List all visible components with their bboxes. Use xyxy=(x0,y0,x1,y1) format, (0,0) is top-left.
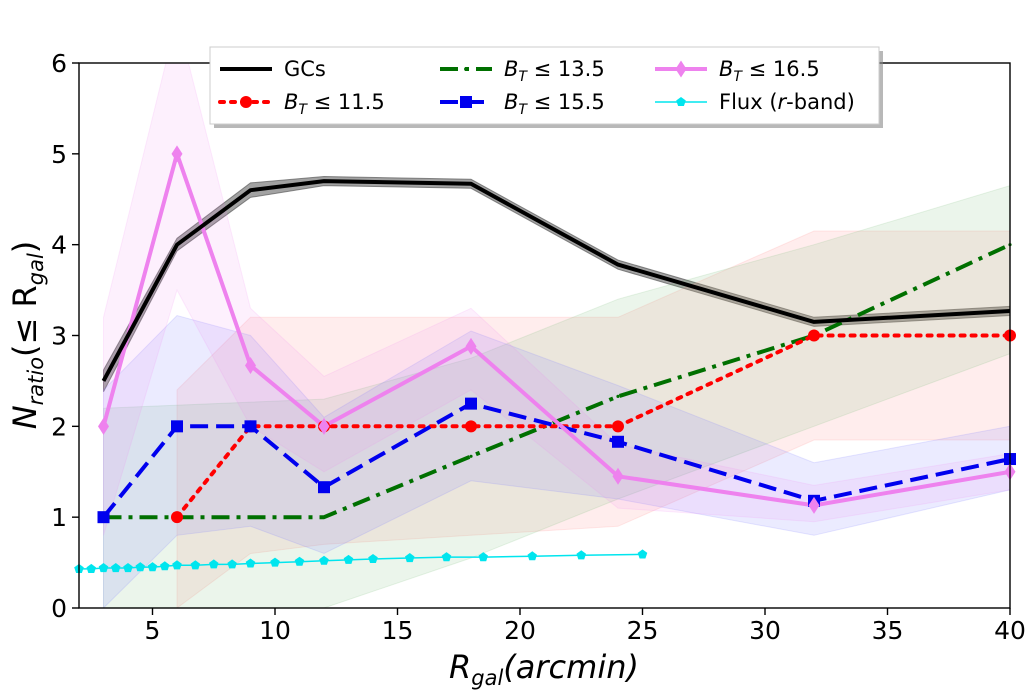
point-series-5 xyxy=(343,554,354,564)
svg-text:BT ≤ 15.5: BT ≤ 15.5 xyxy=(504,90,605,118)
legend-marker xyxy=(464,67,468,71)
point-series-5 xyxy=(190,560,201,570)
point-series-5 xyxy=(319,555,329,565)
point-series-1 xyxy=(171,511,183,524)
point-series-1 xyxy=(465,420,477,433)
series-lines xyxy=(79,151,1010,570)
point-series-5 xyxy=(478,552,488,562)
svg-text:BT ≤ 11.5: BT ≤ 11.5 xyxy=(284,90,385,118)
y-tick-label: 6 xyxy=(51,49,67,78)
y-axis-label: Nratio(≤ Rgal) xyxy=(6,241,48,430)
point-series-3 xyxy=(171,420,183,433)
point-series-5 xyxy=(270,557,280,567)
point-series-5 xyxy=(527,551,537,561)
point-series-5 xyxy=(227,559,237,569)
point-series-5 xyxy=(98,563,109,573)
point-series-5 xyxy=(160,561,170,571)
point-series-4 xyxy=(318,417,330,435)
point-series-5 xyxy=(123,563,133,573)
series-markers xyxy=(74,145,1016,573)
svg-text:BT ≤ 16.5: BT ≤ 16.5 xyxy=(719,57,820,85)
line-series-3 xyxy=(101,401,1010,519)
point-series-1 xyxy=(612,420,624,433)
point-series-5 xyxy=(209,559,219,569)
point-series-5 xyxy=(368,554,378,563)
point-series-5 xyxy=(405,553,415,563)
legend-marker xyxy=(460,96,472,108)
point-series-4 xyxy=(808,496,820,514)
point-series-5 xyxy=(111,563,121,573)
point-series-2 xyxy=(469,454,473,458)
band-series-2 xyxy=(103,185,1010,608)
point-series-5 xyxy=(172,560,182,570)
point-series-4 xyxy=(612,467,624,485)
point-series-4 xyxy=(98,417,109,435)
point-series-4 xyxy=(171,145,183,163)
x-axis: 5 10 15 20 25 30 35 40 xyxy=(145,608,1026,645)
x-tick-label: 30 xyxy=(749,616,781,645)
confidence-bands xyxy=(103,63,1010,608)
x-tick-label: 15 xyxy=(382,616,414,645)
point-series-2 xyxy=(322,515,326,519)
y-tick-label: 1 xyxy=(51,503,67,532)
y-axis: 0 1 2 3 4 5 6 xyxy=(51,49,79,623)
x-tick-label: 25 xyxy=(627,616,659,645)
band-series-3 xyxy=(103,314,1010,608)
y-tick-label: 2 xyxy=(51,412,67,441)
point-series-5 xyxy=(637,549,648,559)
line-series-4 xyxy=(101,151,1010,508)
x-tick-label: 10 xyxy=(259,616,291,645)
point-series-5 xyxy=(147,562,158,572)
legend-item-4: BT ≤ 16.5 xyxy=(655,57,820,85)
point-series-3 xyxy=(244,420,257,433)
point-series-3 xyxy=(465,397,477,410)
legend-marker xyxy=(240,96,252,108)
y-tick-label: 0 xyxy=(51,594,67,623)
svg-text:BT ≤ 13.5: BT ≤ 13.5 xyxy=(504,57,605,85)
point-series-3 xyxy=(97,511,110,524)
band-series-1 xyxy=(176,230,1010,608)
point-series-4 xyxy=(245,356,256,374)
point-series-1 xyxy=(808,329,820,342)
y-tick-label: 4 xyxy=(51,231,67,260)
legend-marker xyxy=(676,97,686,106)
point-series-4 xyxy=(465,337,477,355)
svg-text:Flux (r-band): Flux (r-band) xyxy=(719,90,855,114)
y-tick-label: 5 xyxy=(51,140,67,169)
point-series-5 xyxy=(135,562,145,572)
point-series-5 xyxy=(441,552,452,562)
svg-text:GCs: GCs xyxy=(284,57,326,81)
point-series-5 xyxy=(576,550,586,560)
x-tick-label: 40 xyxy=(994,616,1026,645)
point-series-3 xyxy=(612,435,624,448)
x-axis-label: Rgal(arcmin) xyxy=(449,648,639,690)
legend-item-2: BT ≤ 13.5 xyxy=(440,57,605,85)
point-series-5 xyxy=(294,556,305,566)
legend: GCs BT ≤ 11.5 BT ≤ 13.5 BT ≤ 15.5 BT ≤ 16.5 F… xyxy=(209,46,883,128)
x-tick-label: 5 xyxy=(145,616,161,645)
point-series-3 xyxy=(318,481,330,494)
x-tick-label: 35 xyxy=(872,616,904,645)
band-series-4 xyxy=(103,63,1010,536)
point-series-5 xyxy=(86,563,96,573)
y-tick-label: 3 xyxy=(51,322,67,351)
legend-item-0: GCs xyxy=(220,57,326,81)
legend-marker xyxy=(675,60,687,78)
legend-item-3: BT ≤ 15.5 xyxy=(440,90,605,118)
point-series-5 xyxy=(245,558,256,568)
legend-item-5: Flux (r-band) xyxy=(655,90,855,114)
x-tick-label: 20 xyxy=(504,616,536,645)
line-series-0 xyxy=(101,179,1010,382)
point-series-2 xyxy=(616,394,620,398)
legend-item-1: BT ≤ 11.5 xyxy=(218,90,385,118)
band-series-0 xyxy=(103,175,1010,393)
